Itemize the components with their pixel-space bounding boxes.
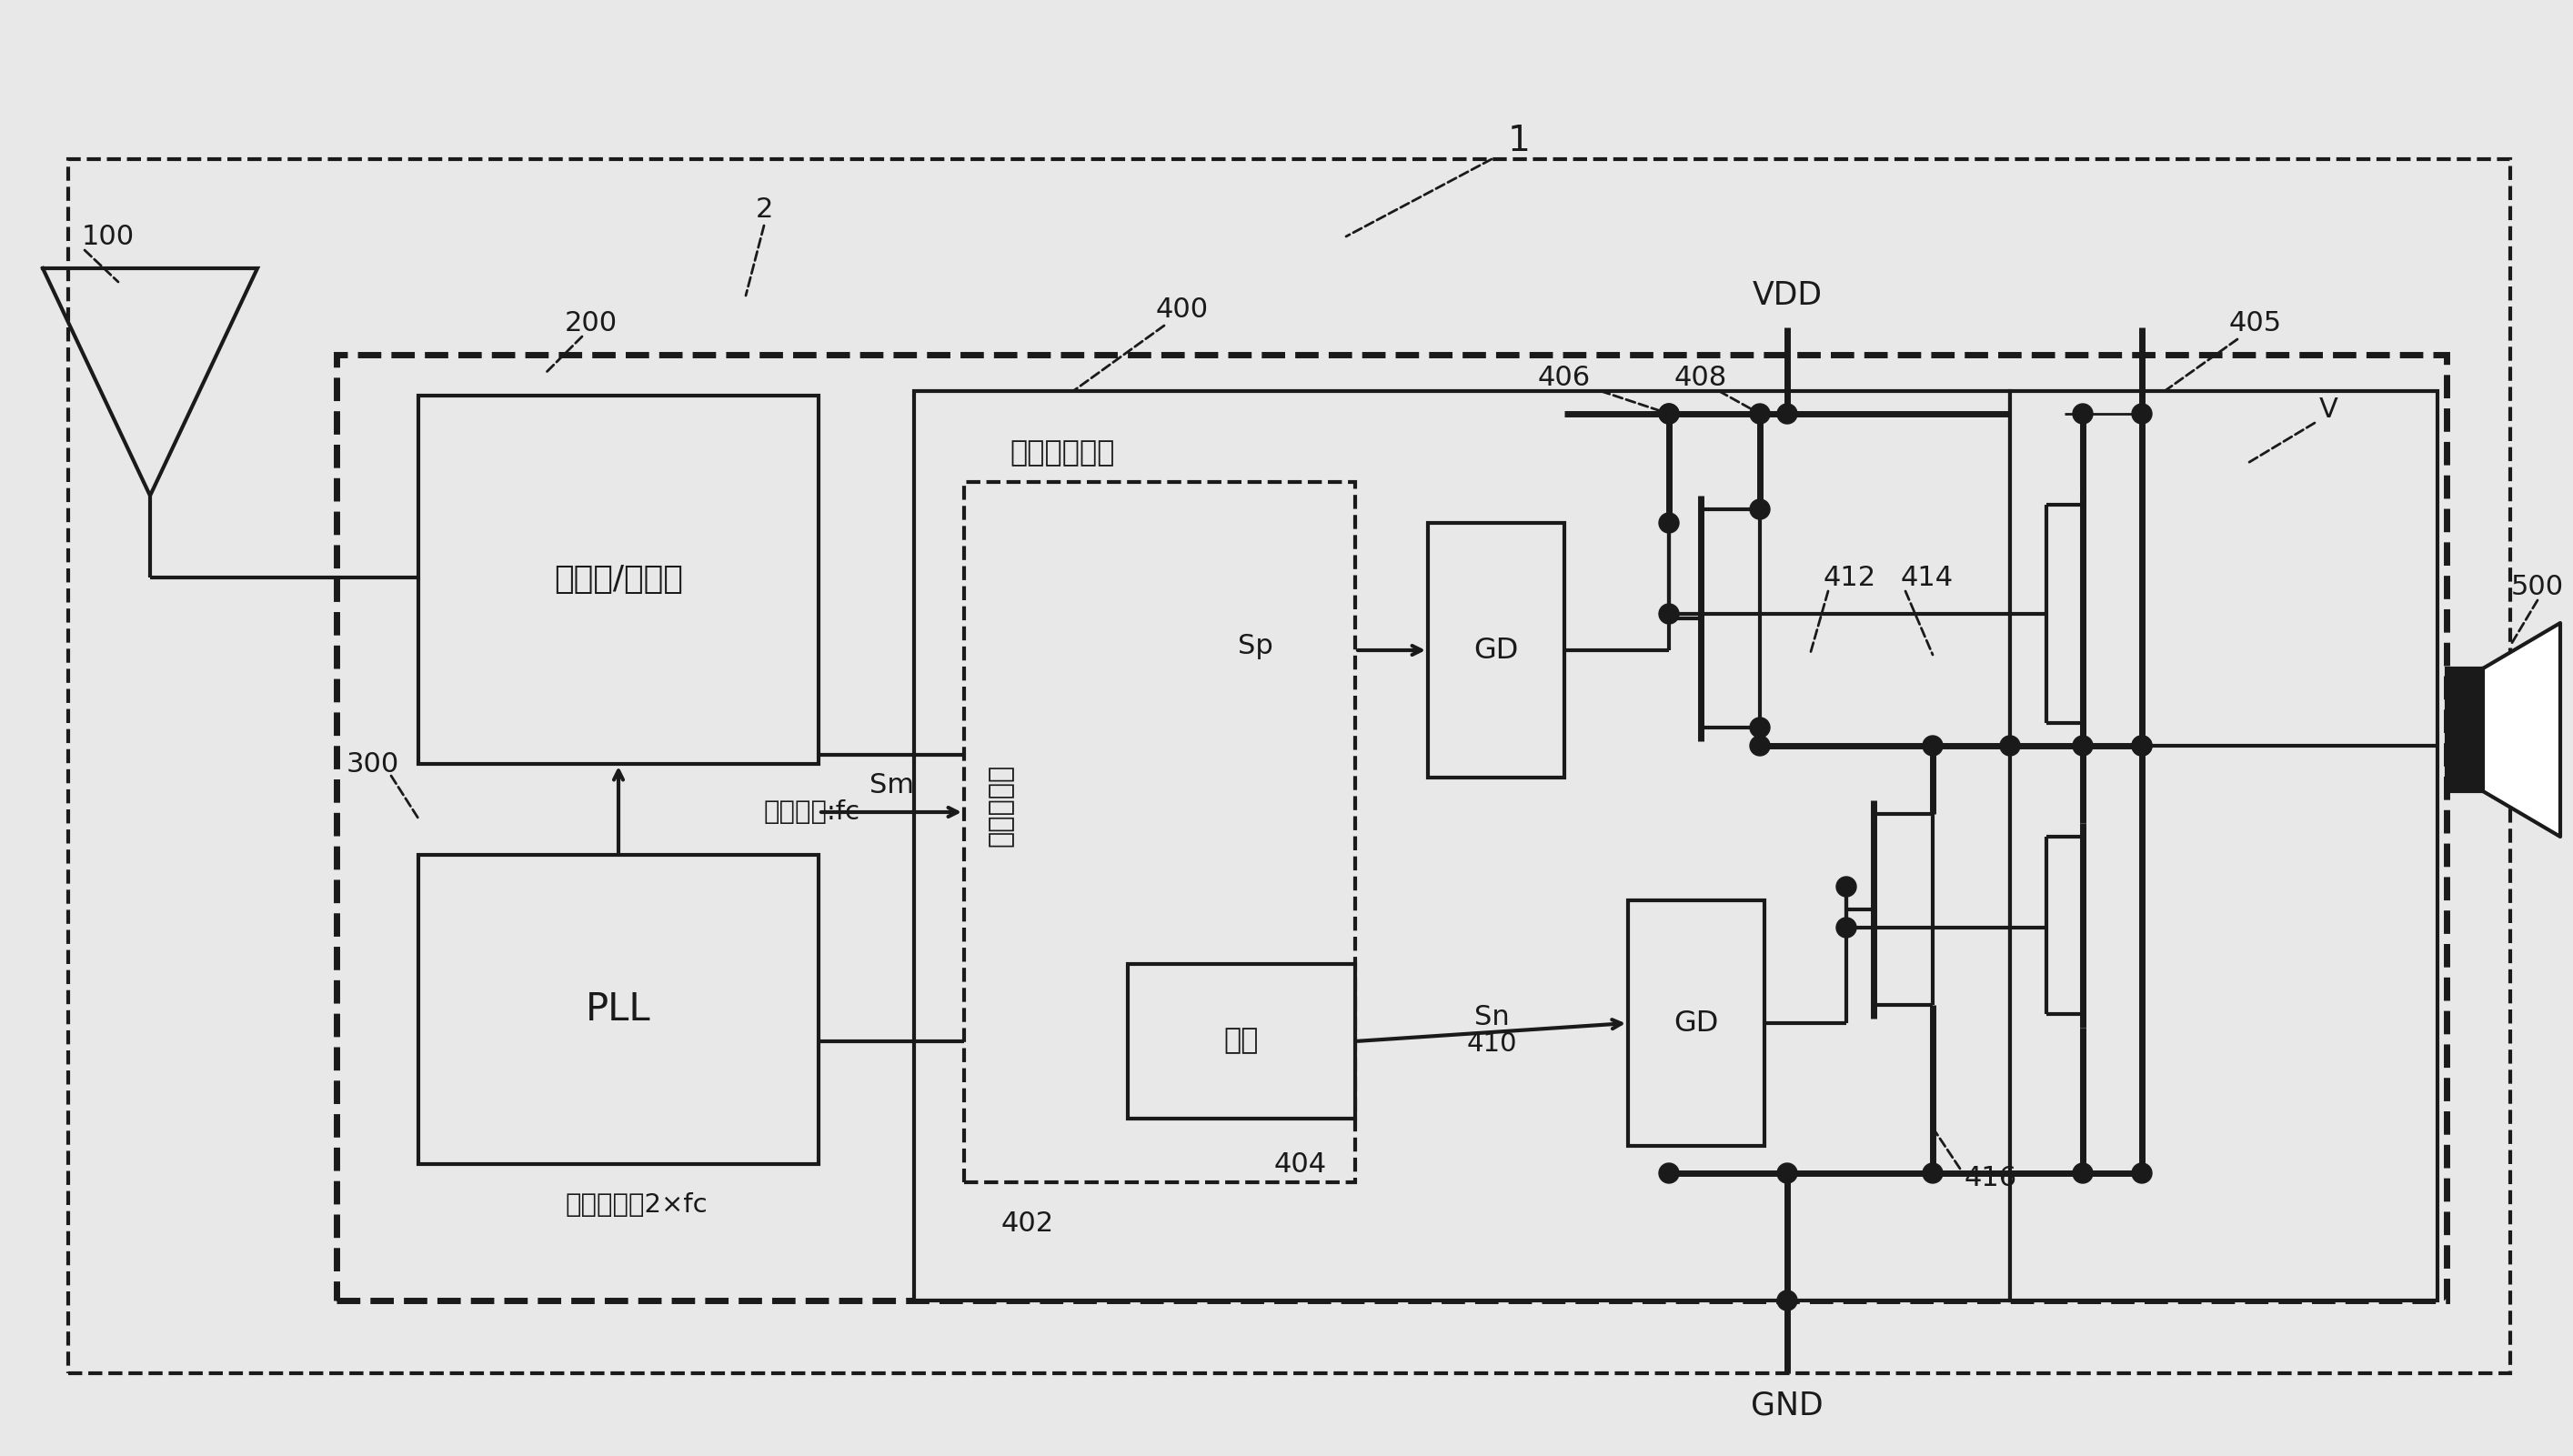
Text: 414: 414 (1901, 565, 1953, 591)
Text: GD: GD (1675, 1009, 1719, 1037)
Bar (1629, 900, 1765, 1146)
Circle shape (1837, 917, 1855, 938)
Text: 402: 402 (1001, 1210, 1055, 1236)
Text: V: V (2318, 396, 2339, 422)
Text: 延迟: 延迟 (1225, 1026, 1258, 1056)
Text: 405: 405 (2228, 310, 2282, 336)
Text: 500: 500 (2511, 574, 2563, 600)
Circle shape (2133, 403, 2151, 424)
Text: 408: 408 (1675, 364, 1726, 390)
Text: 耳机放大单元: 耳机放大单元 (1009, 440, 1114, 467)
Circle shape (1778, 403, 1796, 424)
Bar (913, 392, 2010, 1300)
Bar (1428, 523, 1564, 778)
Text: 100: 100 (82, 223, 134, 249)
Circle shape (1778, 1290, 1796, 1310)
Text: PLL: PLL (587, 990, 651, 1028)
Circle shape (1778, 1163, 1796, 1184)
Text: 通信频率:fc: 通信频率:fc (764, 799, 859, 826)
Bar (1127, 964, 1356, 1118)
Circle shape (1922, 1163, 1943, 1184)
Text: 200: 200 (563, 310, 618, 336)
Text: 410: 410 (1467, 1031, 1518, 1057)
Circle shape (2074, 735, 2092, 756)
Circle shape (1660, 403, 1680, 424)
Circle shape (1750, 499, 1770, 520)
Bar (337, 355, 2447, 1300)
Circle shape (1750, 718, 1770, 738)
Circle shape (1837, 877, 1855, 897)
Bar (419, 855, 818, 1165)
Circle shape (1750, 735, 1770, 756)
Bar (2010, 392, 2437, 1300)
Circle shape (1999, 735, 2020, 756)
Circle shape (1660, 513, 1680, 533)
Text: 400: 400 (1155, 296, 1209, 322)
Text: 404: 404 (1274, 1150, 1328, 1178)
Text: Sn: Sn (1474, 1003, 1510, 1029)
Text: 300: 300 (347, 751, 399, 778)
Bar (965, 482, 1356, 1182)
Text: 发送器/接收器: 发送器/接收器 (553, 563, 682, 594)
Text: 1: 1 (1508, 124, 1531, 159)
Text: 416: 416 (1966, 1165, 2017, 1191)
Bar (69, 159, 2511, 1373)
Circle shape (2133, 735, 2151, 756)
Text: GND: GND (1752, 1389, 1824, 1421)
Circle shape (2133, 1163, 2151, 1184)
Circle shape (1922, 735, 1943, 756)
Text: 2: 2 (756, 197, 772, 223)
Text: 406: 406 (1539, 364, 1590, 390)
Circle shape (2133, 735, 2151, 756)
Circle shape (2074, 1163, 2092, 1184)
Text: Sm: Sm (870, 772, 913, 798)
Text: GD: GD (1474, 636, 1518, 664)
Circle shape (1750, 403, 1770, 424)
Circle shape (1660, 1163, 1680, 1184)
Polygon shape (2483, 623, 2560, 837)
Text: Sp: Sp (1238, 632, 1274, 660)
Text: 振荚频率：2×fc: 振荚频率：2×fc (566, 1192, 708, 1217)
Text: 脉冲发生器: 脉冲发生器 (988, 763, 1014, 846)
Circle shape (1660, 604, 1680, 623)
Circle shape (2074, 403, 2092, 424)
Bar (2447, 668, 2483, 791)
Text: VDD: VDD (1752, 280, 1822, 312)
Circle shape (1660, 403, 1680, 424)
Text: 412: 412 (1824, 565, 1876, 591)
Bar (419, 396, 818, 764)
